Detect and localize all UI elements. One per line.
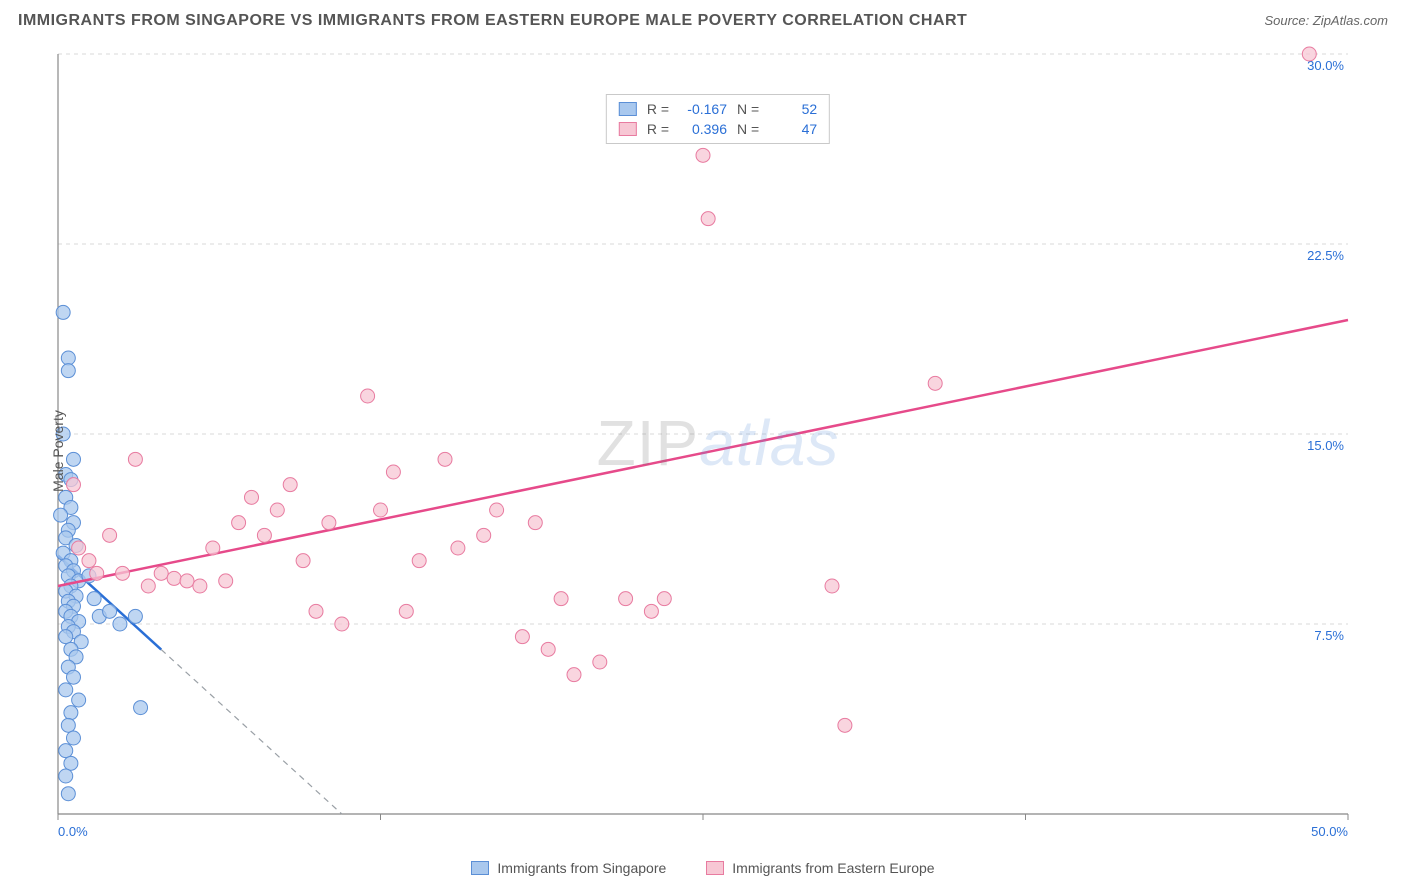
- stats-row-series-1: R = 0.396 N = 47: [607, 119, 829, 139]
- svg-text:7.5%: 7.5%: [1314, 628, 1344, 643]
- legend-swatch-0: [471, 861, 489, 875]
- plot-area: Male Poverty 0.0%50.0%7.5%15.0%22.5%30.0…: [48, 44, 1388, 842]
- scatter-plot-svg: 0.0%50.0%7.5%15.0%22.5%30.0%: [48, 44, 1388, 842]
- n-value-0: 52: [769, 101, 817, 117]
- svg-text:22.5%: 22.5%: [1307, 248, 1344, 263]
- legend-label-1: Immigrants from Eastern Europe: [732, 860, 934, 876]
- correlation-stats-box: R = -0.167 N = 52 R = 0.396 N = 47: [606, 94, 830, 144]
- r-label: R =: [647, 101, 669, 117]
- swatch-series-1: [619, 122, 637, 136]
- chart-title: IMMIGRANTS FROM SINGAPORE VS IMMIGRANTS …: [18, 12, 967, 30]
- svg-text:0.0%: 0.0%: [58, 824, 88, 839]
- swatch-series-0: [619, 102, 637, 116]
- chart-header: IMMIGRANTS FROM SINGAPORE VS IMMIGRANTS …: [0, 0, 1406, 38]
- svg-text:50.0%: 50.0%: [1311, 824, 1348, 839]
- source-attribution: Source: ZipAtlas.com: [1264, 13, 1388, 28]
- r-value-1: 0.396: [679, 121, 727, 137]
- n-value-1: 47: [769, 121, 817, 137]
- legend-label-0: Immigrants from Singapore: [497, 860, 666, 876]
- legend-item-1: Immigrants from Eastern Europe: [706, 860, 934, 876]
- svg-text:15.0%: 15.0%: [1307, 438, 1344, 453]
- legend-item-0: Immigrants from Singapore: [471, 860, 666, 876]
- stats-row-series-0: R = -0.167 N = 52: [607, 99, 829, 119]
- n-label: N =: [737, 121, 759, 137]
- r-label: R =: [647, 121, 669, 137]
- y-axis-label: Male Poverty: [50, 410, 66, 492]
- n-label: N =: [737, 101, 759, 117]
- r-value-0: -0.167: [679, 101, 727, 117]
- legend: Immigrants from Singapore Immigrants fro…: [0, 860, 1406, 876]
- legend-swatch-1: [706, 861, 724, 875]
